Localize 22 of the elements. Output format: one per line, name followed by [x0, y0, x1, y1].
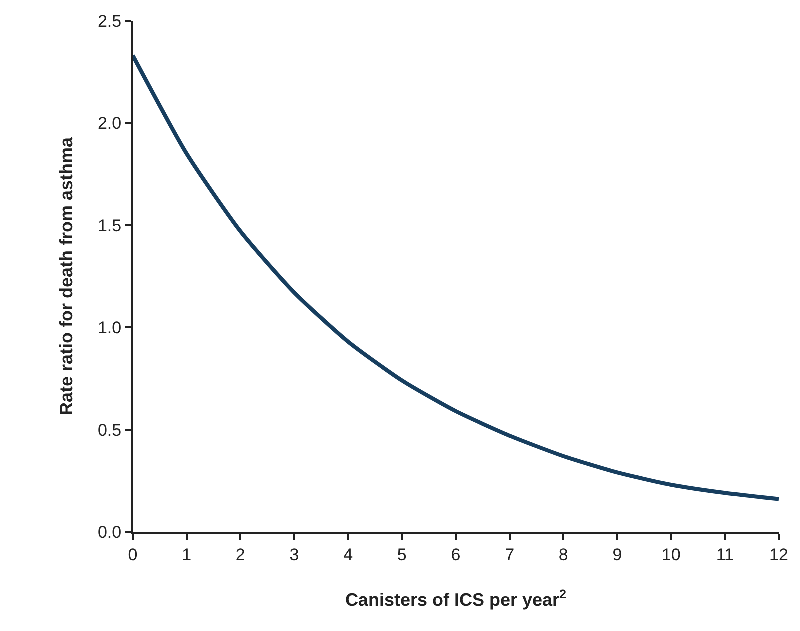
y-tick-label: 1.5	[98, 216, 122, 236]
x-tick-label: 11	[716, 545, 734, 564]
x-tick-label: 5	[397, 545, 407, 564]
line-series	[133, 54, 779, 502]
x-tick-label: 12	[770, 545, 788, 564]
y-tick-label: 2.5	[98, 12, 122, 31]
x-tick-label: 3	[290, 545, 300, 564]
y-tick-label: 0.0	[98, 522, 122, 542]
x-tick-label: 1	[182, 545, 192, 564]
x-axis-title: Canisters of ICS per year$^{2}$	[345, 587, 567, 610]
x-tick-label: 7	[505, 545, 515, 564]
x-tick-label: 8	[558, 545, 568, 564]
x-tick-label: 4	[344, 545, 354, 564]
y-tick-label: 2.0	[98, 114, 122, 134]
x-tick-label: 10	[662, 545, 681, 564]
x-tick-label: 9	[612, 545, 622, 564]
y-tick-label: 0.5	[98, 420, 122, 440]
y-axis-title: Rate ratio for death from asthma	[56, 136, 77, 416]
y-tick-label: 1.0	[98, 318, 122, 338]
x-tick-label: 0	[128, 545, 138, 564]
x-tick-label: 2	[236, 545, 246, 564]
x-tick-label: 6	[451, 545, 461, 564]
